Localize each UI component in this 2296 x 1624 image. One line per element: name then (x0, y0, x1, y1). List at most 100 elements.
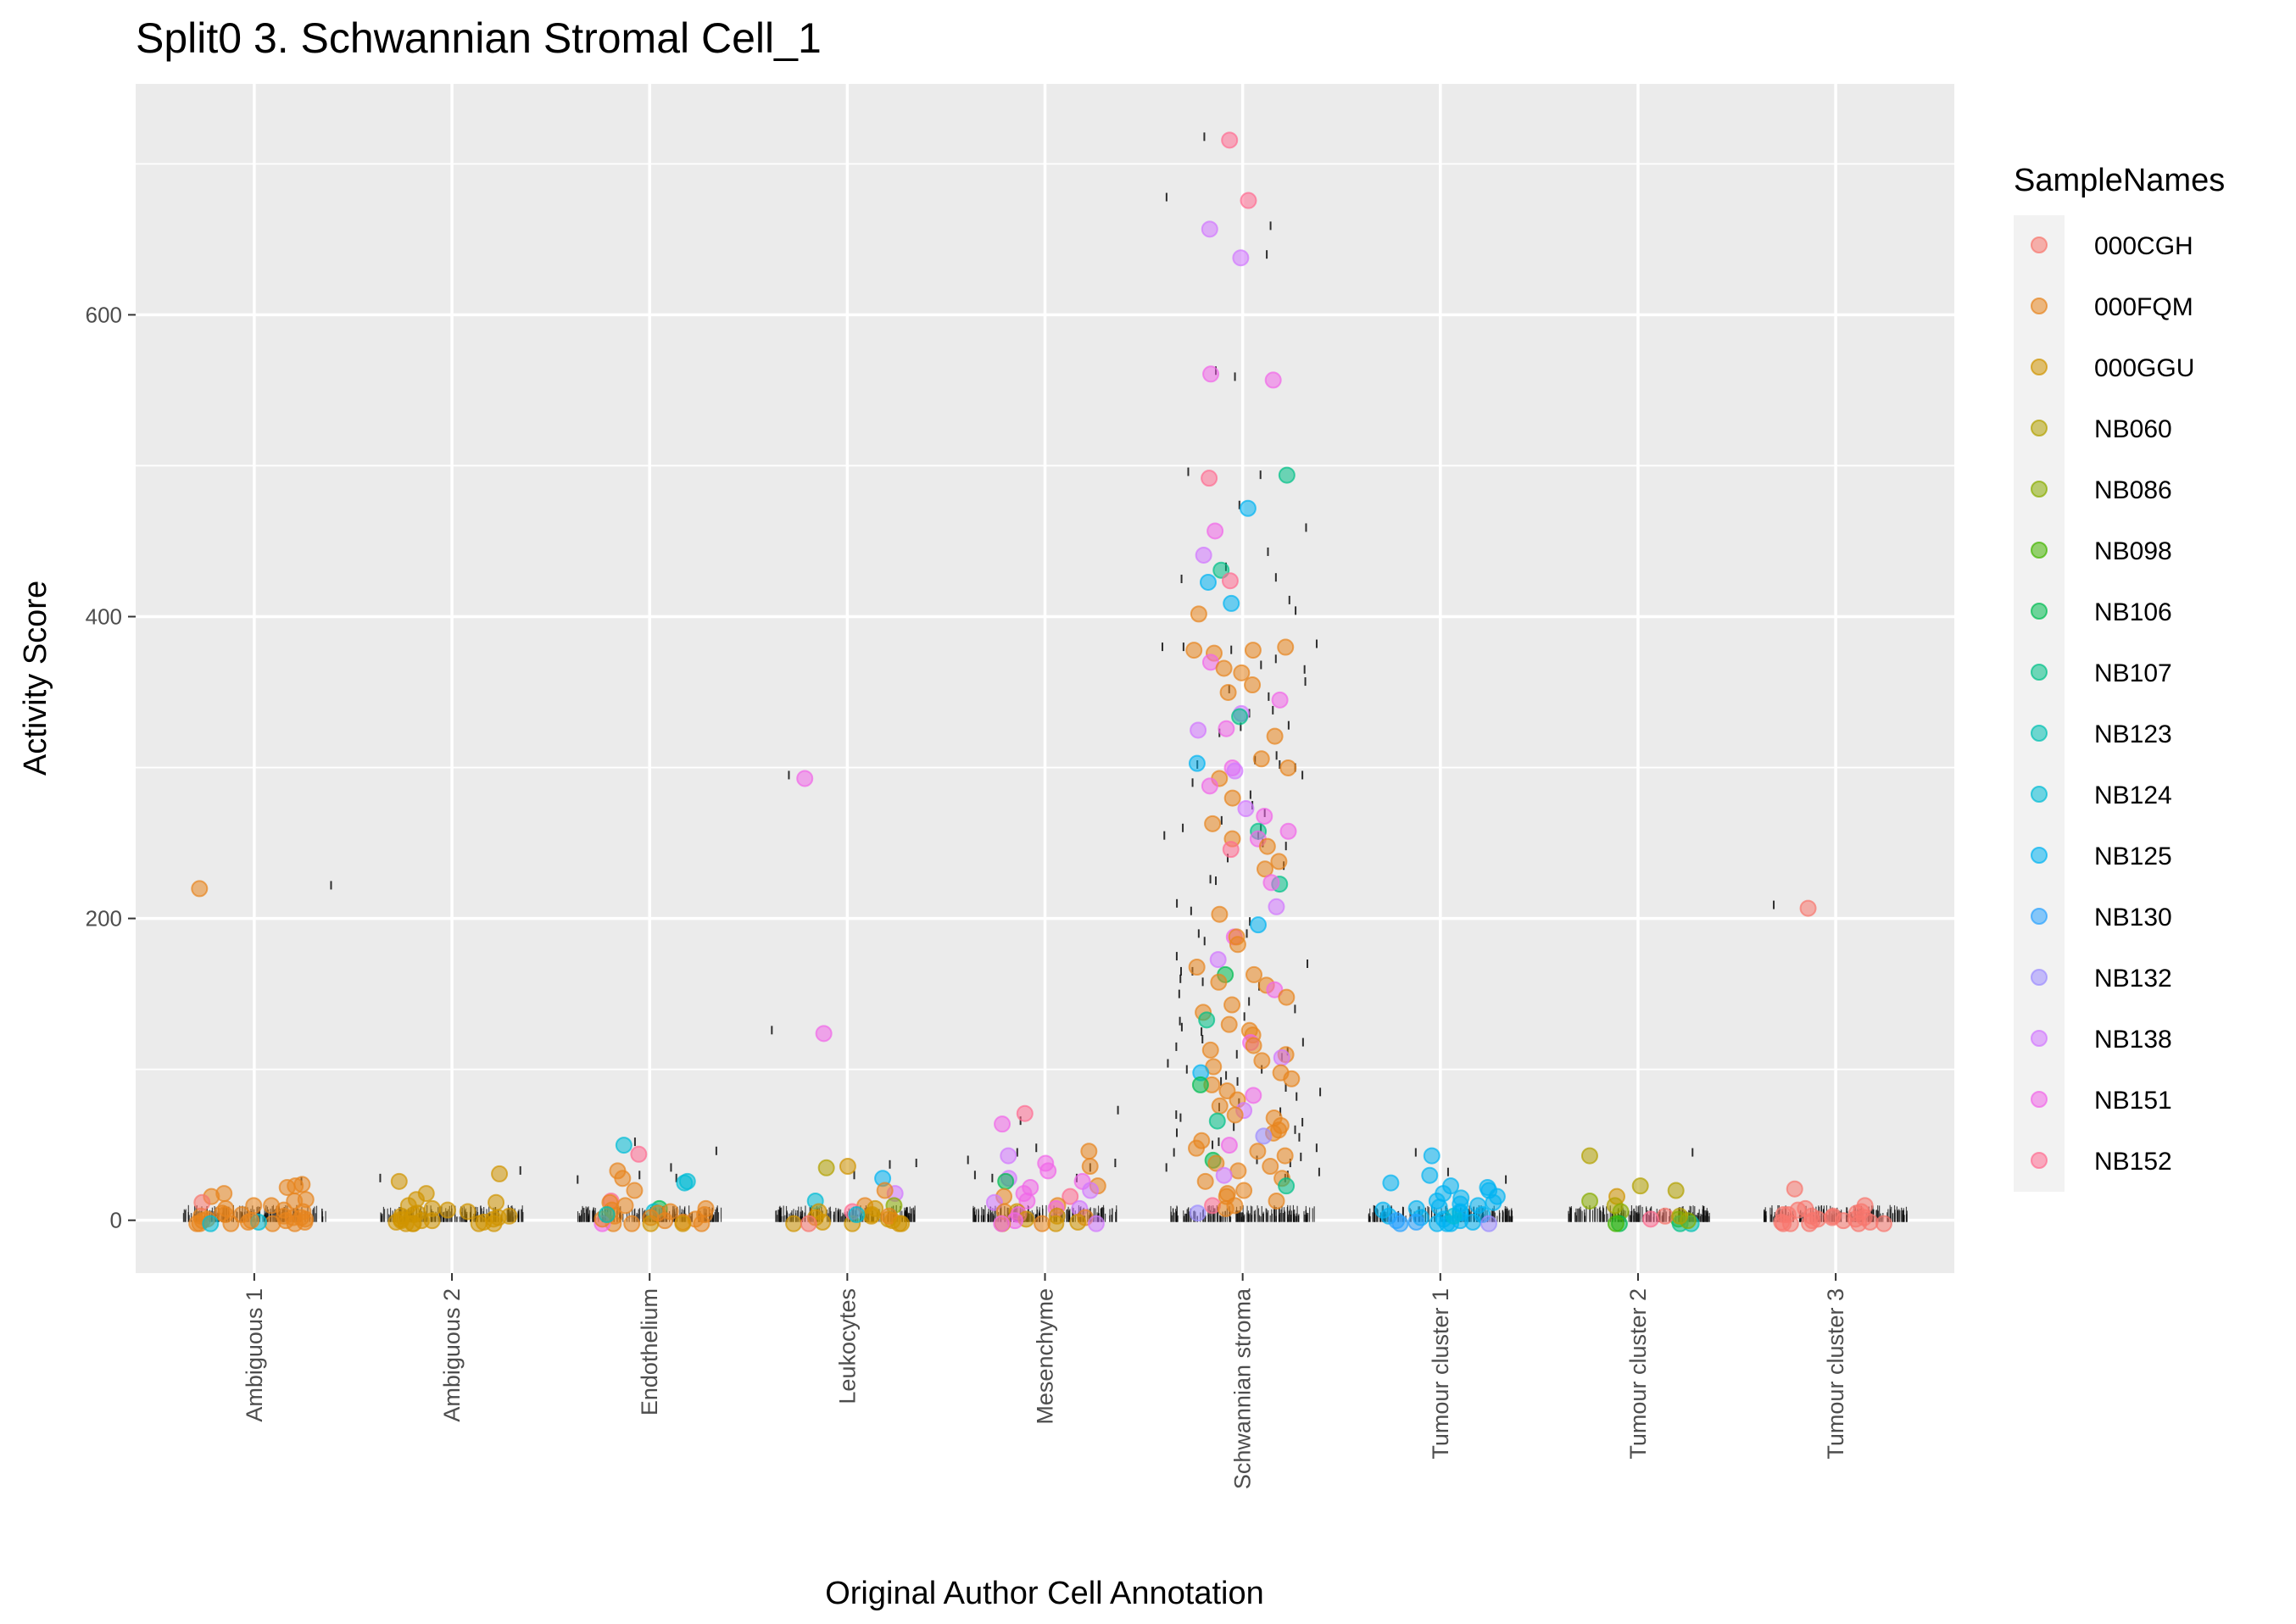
data-point (1256, 860, 1273, 878)
data-point (413, 1212, 431, 1230)
data-point (839, 1158, 856, 1176)
data-point (1198, 1011, 1216, 1029)
legend-label: NB124 (2094, 781, 2172, 809)
data-point (1189, 1204, 1207, 1222)
data-point (1188, 1139, 1206, 1157)
data-point (1201, 220, 1218, 238)
data-point (1199, 573, 1217, 591)
data-point (1641, 1210, 1659, 1228)
data-point (649, 1204, 666, 1222)
legend-label: NB138 (2094, 1026, 2172, 1054)
data-point (500, 1207, 518, 1225)
data-point (1062, 1187, 1079, 1205)
x-tick-label: Tumour cluster 3 (1823, 1288, 1848, 1460)
legend-key-icon (2031, 542, 2048, 559)
data-point (1279, 822, 1297, 840)
data-point (815, 1025, 833, 1043)
data-point (1204, 815, 1222, 832)
data-point (1215, 659, 1233, 677)
data-point (1485, 1193, 1502, 1211)
data-point (1273, 1048, 1290, 1066)
data-point (1667, 1182, 1685, 1199)
data-point (1237, 800, 1255, 818)
data-point (1018, 1192, 1036, 1210)
data-point (626, 1182, 644, 1199)
y-tick-label: 600 (86, 302, 122, 327)
data-points (188, 131, 1892, 1232)
data-point (1270, 853, 1288, 870)
y-tick-label: 0 (110, 1208, 122, 1233)
data-point (1239, 499, 1257, 517)
data-point (1245, 1037, 1262, 1054)
grid-lines (136, 84, 1954, 1273)
data-point (278, 1178, 296, 1196)
data-point (1211, 905, 1229, 923)
y-axis-title: Activity Score (18, 581, 53, 776)
x-tick-label: Tumour cluster 1 (1428, 1288, 1453, 1460)
legend-label: NB107 (2094, 659, 2172, 687)
data-point (1190, 721, 1207, 739)
data-point (1262, 874, 1280, 892)
data-point (1786, 1180, 1803, 1198)
data-point (1779, 1206, 1797, 1224)
x-axis: Ambiguous 1 Ambiguous 2 Endothelium Leukocy… (242, 1273, 1848, 1489)
x-tick-label: Schwannian stroma (1230, 1288, 1256, 1489)
data-point (993, 1215, 1011, 1232)
data-point (1480, 1215, 1498, 1232)
data-point (1218, 720, 1235, 737)
legend-label: NB132 (2094, 965, 2172, 993)
data-point (1190, 605, 1207, 623)
legend: SampleNames 000CGH 000FQM 000GGU NB060 NB086… (2014, 163, 2225, 1192)
data-point (785, 1215, 803, 1232)
data-point (1207, 1154, 1225, 1172)
data-point (796, 770, 814, 787)
data-point (1201, 470, 1218, 487)
legend-label: NB098 (2094, 537, 2172, 565)
data-point (1464, 1213, 1482, 1231)
data-point (1209, 951, 1227, 969)
data-point (615, 1137, 633, 1154)
data-point (674, 1215, 692, 1232)
data-point (1210, 973, 1228, 991)
legend-label: NB060 (2094, 415, 2172, 443)
data-point (997, 1172, 1015, 1190)
legend-key-icon (2031, 725, 2048, 742)
data-point (623, 1215, 641, 1232)
data-point (817, 1159, 835, 1176)
data-point (1201, 1041, 1219, 1059)
data-point (1221, 572, 1239, 590)
data-point (1188, 959, 1206, 976)
data-point (1196, 1172, 1214, 1190)
data-point (1221, 131, 1239, 149)
data-point (1258, 837, 1276, 855)
data-point (1016, 1104, 1034, 1122)
data-point (1253, 1052, 1271, 1070)
x-tick-label: Ambiguous 1 (242, 1288, 267, 1422)
data-point (1799, 899, 1817, 917)
legend-label: NB151 (2094, 1087, 2172, 1115)
legend-key-icon (2031, 1152, 2048, 1169)
data-point (1266, 727, 1284, 745)
data-point (1235, 1182, 1253, 1199)
data-point (1222, 841, 1240, 859)
data-point (1244, 642, 1262, 659)
data-point (1220, 1015, 1238, 1033)
data-point (1278, 466, 1296, 484)
data-point (1256, 807, 1273, 825)
data-point (491, 1165, 509, 1182)
legend-key-icon (2031, 1091, 2048, 1108)
chart-title: Split0 3. Schwannian Stromal Cell_1 (136, 14, 822, 62)
y-axis: 0 200 400 600 (86, 302, 136, 1233)
y-tick-label: 200 (86, 906, 122, 932)
data-point (485, 1215, 503, 1232)
data-point (1580, 1147, 1598, 1165)
data-point (438, 1201, 456, 1219)
data-point (1191, 1076, 1209, 1093)
data-point (1195, 546, 1212, 564)
data-point (1801, 1215, 1819, 1232)
data-point (1823, 1209, 1841, 1226)
legend-key-icon (2031, 969, 2048, 986)
legend-key-icon (2031, 786, 2048, 803)
legend-key-icon (2031, 236, 2048, 253)
data-point (1245, 1087, 1262, 1104)
